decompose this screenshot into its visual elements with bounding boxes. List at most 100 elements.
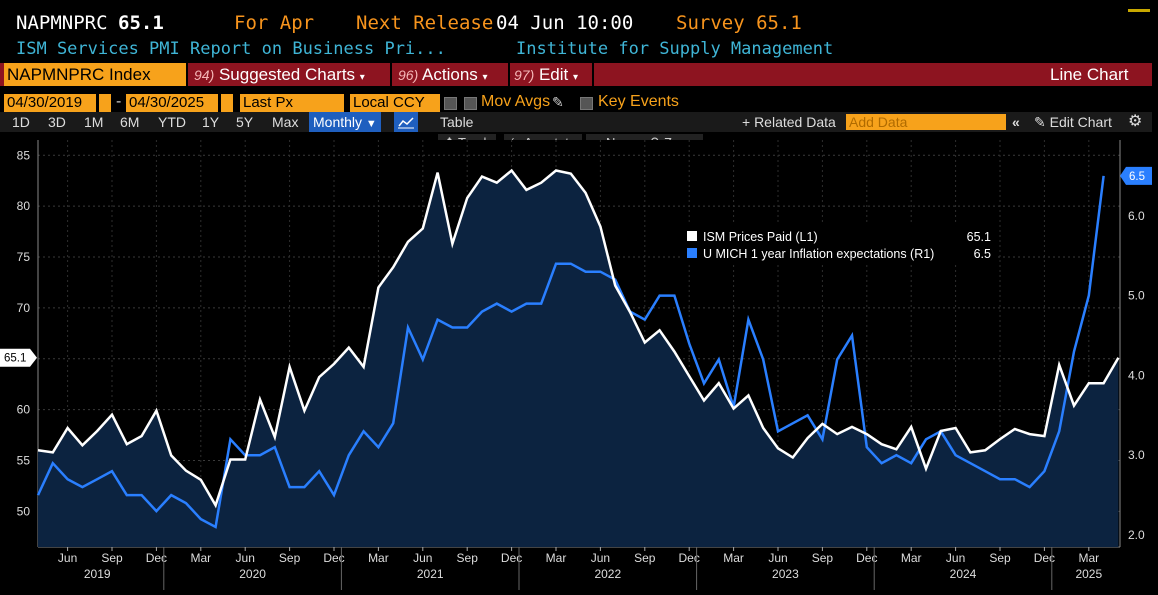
legend-swatch-ism xyxy=(687,231,697,241)
left-axis-ticks: 5055606570758085 xyxy=(17,148,31,518)
left-tick-label: 75 xyxy=(17,250,31,264)
right-tick-label: 2.0 xyxy=(1128,528,1145,542)
right-tick-label: 6.0 xyxy=(1128,209,1145,223)
calendar-icon[interactable] xyxy=(98,94,111,112)
calendar-icon[interactable] xyxy=(220,94,233,112)
currency-select[interactable]: Local CCY xyxy=(350,94,440,112)
chart-type-label[interactable]: Line Chart xyxy=(1050,65,1129,84)
left-tick-label: 85 xyxy=(17,148,31,162)
period-1m[interactable]: 1M xyxy=(84,114,104,130)
period-label: For Apr xyxy=(234,12,315,34)
survey-label: Survey 65.1 xyxy=(676,12,802,34)
edit-chart-label: Edit Chart xyxy=(1049,114,1112,130)
ticker: NAPMNPRC xyxy=(16,12,108,34)
mov-avgs-label: Mov Avgs xyxy=(481,93,551,110)
period-1y[interactable]: 1Y xyxy=(202,114,220,130)
left-tick-label: 55 xyxy=(17,454,31,468)
start-date-input[interactable]: 04/30/2019 xyxy=(4,94,96,112)
series-description: ISM Services PMI Report on Business Pri.… xyxy=(16,39,446,59)
pencil-icon[interactable]: ✎ xyxy=(552,94,564,110)
line-chart[interactable]: 5055606570758085 2.03.04.05.06.0 2019Jun… xyxy=(0,134,1158,595)
x-tick-month: Dec xyxy=(856,551,877,565)
double-chevron-left-icon[interactable]: « xyxy=(1012,114,1020,130)
x-tick-month: Dec xyxy=(1034,551,1055,565)
right-tick-label: 3.0 xyxy=(1128,448,1145,462)
ism-last-marker xyxy=(0,348,37,367)
edit-menu[interactable]: 97) Edit ▾ xyxy=(514,63,578,86)
period-3d[interactable]: 3D xyxy=(48,114,66,130)
x-tick-month: Mar xyxy=(1078,551,1099,565)
line-chart-icon[interactable] xyxy=(394,112,418,132)
right-tick-label: 5.0 xyxy=(1128,289,1145,303)
chevron-down-icon: ▾ xyxy=(482,72,488,83)
last-value: 65.1 xyxy=(118,12,164,34)
x-tick-month: Sep xyxy=(457,551,479,565)
period-toolbar: 1D 3D 1M 6M YTD 1Y 5Y Max Monthly ▼ Tabl… xyxy=(0,112,1152,132)
period-5y[interactable]: 5Y xyxy=(236,114,254,130)
x-tick-year: 2021 xyxy=(417,567,444,581)
x-tick-month: Jun xyxy=(236,551,255,565)
line-chart-glyph xyxy=(398,117,414,129)
last-value-markers: 65.1 6.5 xyxy=(0,166,1152,367)
frequency-select[interactable]: Monthly ▼ xyxy=(309,112,381,132)
left-tick-label: 60 xyxy=(17,403,31,417)
x-tick-month: Mar xyxy=(901,551,922,565)
x-tick-month: Mar xyxy=(190,551,211,565)
currency-toggle-checkbox[interactable] xyxy=(444,97,457,110)
add-data-input[interactable]: Add Data xyxy=(846,114,1006,130)
legend-label-umich: U MICH 1 year Inflation expectations (R1… xyxy=(703,247,934,261)
legend-value-umich: 6.5 xyxy=(974,247,991,261)
left-tick-label: 50 xyxy=(17,504,31,518)
table-button[interactable]: Table xyxy=(440,114,474,130)
field-select[interactable]: Last Px xyxy=(240,94,344,112)
key-events-checkbox[interactable] xyxy=(580,97,593,110)
x-tick-month: Sep xyxy=(989,551,1011,565)
umich-series-line xyxy=(36,175,1105,529)
x-tick-month: Dec xyxy=(501,551,522,565)
x-tick-month: Mar xyxy=(546,551,567,565)
security-field[interactable]: NAPMNPRC Index xyxy=(4,63,186,86)
edit-chart-button[interactable]: ✎ Edit Chart xyxy=(1034,112,1112,132)
x-tick-year: 2019 xyxy=(84,567,111,581)
actions-label: Actions xyxy=(422,65,478,84)
pencil-icon: ✎ xyxy=(1034,114,1046,130)
suggested-charts-number: 94) xyxy=(194,67,215,83)
related-data-button[interactable]: + Related Data xyxy=(742,114,836,130)
x-tick-month: Jun xyxy=(591,551,610,565)
umich-last-marker-label: 6.5 xyxy=(1129,171,1145,183)
ism-area-fill xyxy=(38,170,1119,547)
suggested-charts-menu[interactable]: 94) Suggested Charts ▾ xyxy=(194,63,365,86)
period-6m[interactable]: 6M xyxy=(120,114,140,130)
chevron-down-icon: ▾ xyxy=(573,72,579,83)
right-tick-label: 4.0 xyxy=(1128,368,1145,382)
chevron-down-icon: ▾ xyxy=(359,72,365,83)
x-tick-year: 2020 xyxy=(239,567,266,581)
next-release-time: 04 Jun 10:00 xyxy=(496,12,634,34)
right-axis-ticks: 2.0 3.0 4.0 5.0 6.0 xyxy=(1128,209,1145,542)
x-tick-month: Jun xyxy=(413,551,432,565)
left-tick-label: 70 xyxy=(17,301,31,315)
edit-number: 97) xyxy=(514,67,535,83)
next-release-label: Next Release xyxy=(356,12,494,34)
period-ytd[interactable]: YTD xyxy=(158,114,186,130)
period-1d[interactable]: 1D xyxy=(12,114,30,130)
left-tick-label: 80 xyxy=(17,199,31,213)
menu-bar: NAPMNPRC Index 94) Suggested Charts ▾ 96… xyxy=(0,63,1152,86)
period-max[interactable]: Max xyxy=(272,114,299,130)
mov-avgs-checkbox[interactable] xyxy=(464,97,477,110)
actions-menu[interactable]: 96) Actions ▾ xyxy=(398,63,488,86)
x-tick-year: 2022 xyxy=(594,567,621,581)
x-tick-month: Dec xyxy=(679,551,700,565)
end-date-input[interactable]: 04/30/2025 xyxy=(126,94,218,112)
x-tick-year: 2025 xyxy=(1075,567,1102,581)
frequency-label: Monthly xyxy=(313,114,363,130)
chart-legend: ISM Prices Paid (L1) 65.1 U MICH 1 year … xyxy=(680,222,996,264)
x-tick-month: Mar xyxy=(723,551,744,565)
legend-value-ism: 65.1 xyxy=(967,230,991,244)
x-tick-month: Jun xyxy=(946,551,965,565)
chevron-down-icon: ▼ xyxy=(365,118,377,130)
x-tick-month: Mar xyxy=(368,551,389,565)
suggested-charts-label: Suggested Charts xyxy=(218,65,356,84)
date-dash: - xyxy=(116,93,122,110)
gear-icon[interactable]: ⚙ xyxy=(1128,113,1143,130)
